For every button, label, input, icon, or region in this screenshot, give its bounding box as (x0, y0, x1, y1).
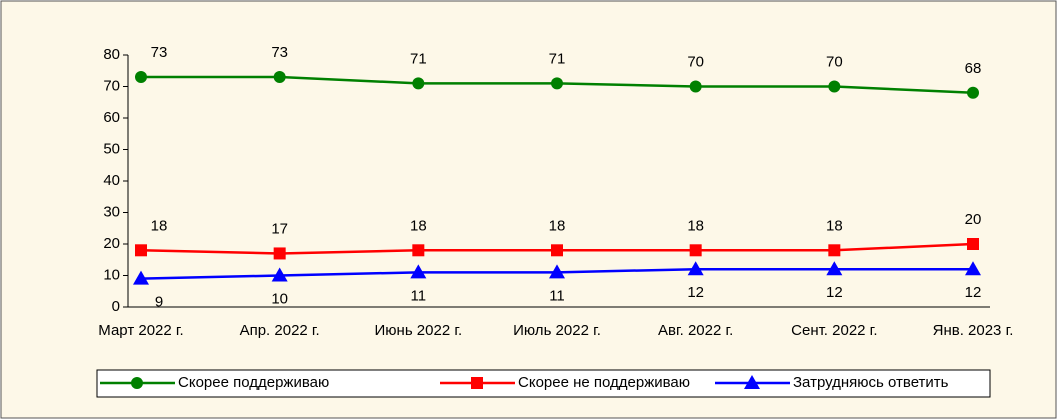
data-label: 18 (151, 217, 168, 234)
data-label: 18 (549, 217, 566, 234)
data-label: 10 (271, 290, 288, 307)
point (826, 261, 843, 276)
data-label: 18 (687, 217, 704, 234)
point (687, 261, 704, 276)
data-label: 11 (549, 287, 565, 304)
y-tick-label: 80 (103, 46, 120, 63)
point (744, 375, 760, 389)
point (131, 377, 143, 389)
y-tick-label: 10 (103, 266, 120, 283)
point (271, 267, 288, 282)
point (273, 71, 286, 84)
legend-label: Скорее поддерживаю (178, 374, 329, 391)
x-tick-label: Янв. 2023 г. (933, 322, 1014, 339)
data-label: 12 (687, 284, 704, 301)
point (551, 244, 563, 257)
data-label: 12 (965, 284, 982, 301)
point (135, 244, 147, 257)
data-label: 18 (826, 217, 843, 234)
data-label: 71 (410, 50, 427, 67)
x-tick-label: Март 2022 г. (98, 322, 183, 339)
x-tick-label: Июнь 2022 г. (375, 322, 463, 339)
data-label: 70 (687, 53, 704, 70)
data-label: 12 (826, 284, 843, 301)
data-label: 20 (965, 211, 982, 228)
data-label: 18 (410, 217, 427, 234)
x-tick-label: Июль 2022 г. (513, 322, 601, 339)
legend-label: Затрудняюсь ответить (793, 374, 949, 391)
y-tick-label: 70 (103, 77, 120, 94)
point (410, 264, 427, 279)
data-label: 73 (271, 44, 288, 61)
point (273, 247, 286, 260)
x-tick-label: Сент. 2022 г. (791, 322, 877, 339)
data-label: 71 (549, 50, 566, 67)
point (135, 71, 147, 84)
point (412, 244, 425, 257)
point (471, 377, 483, 389)
y-tick-label: 20 (103, 235, 120, 252)
point (965, 261, 981, 276)
legend-label: Скорее не поддерживаю (518, 374, 690, 391)
y-tick-label: 40 (103, 172, 120, 189)
point (689, 80, 702, 93)
x-tick-label: Авг. 2022 г. (658, 322, 733, 339)
x-tick-label: Апр. 2022 г. (240, 322, 320, 339)
y-tick-label: 30 (103, 203, 120, 220)
y-tick-label: 50 (103, 140, 120, 157)
y-tick-label: 0 (112, 298, 120, 315)
point (828, 244, 841, 257)
data-label: 11 (411, 287, 427, 304)
point (967, 86, 979, 99)
point (549, 264, 565, 279)
data-label: 68 (965, 60, 982, 77)
legend-box (96, 369, 991, 398)
data-label: 70 (826, 53, 843, 70)
point (412, 77, 425, 90)
y-tick-label: 60 (103, 109, 120, 126)
point (828, 80, 841, 93)
point (133, 270, 149, 285)
point (689, 244, 702, 257)
point (551, 77, 563, 90)
data-label: 73 (151, 44, 168, 61)
data-label: 9 (155, 294, 163, 311)
data-label: 17 (271, 220, 288, 237)
point (967, 238, 979, 250)
